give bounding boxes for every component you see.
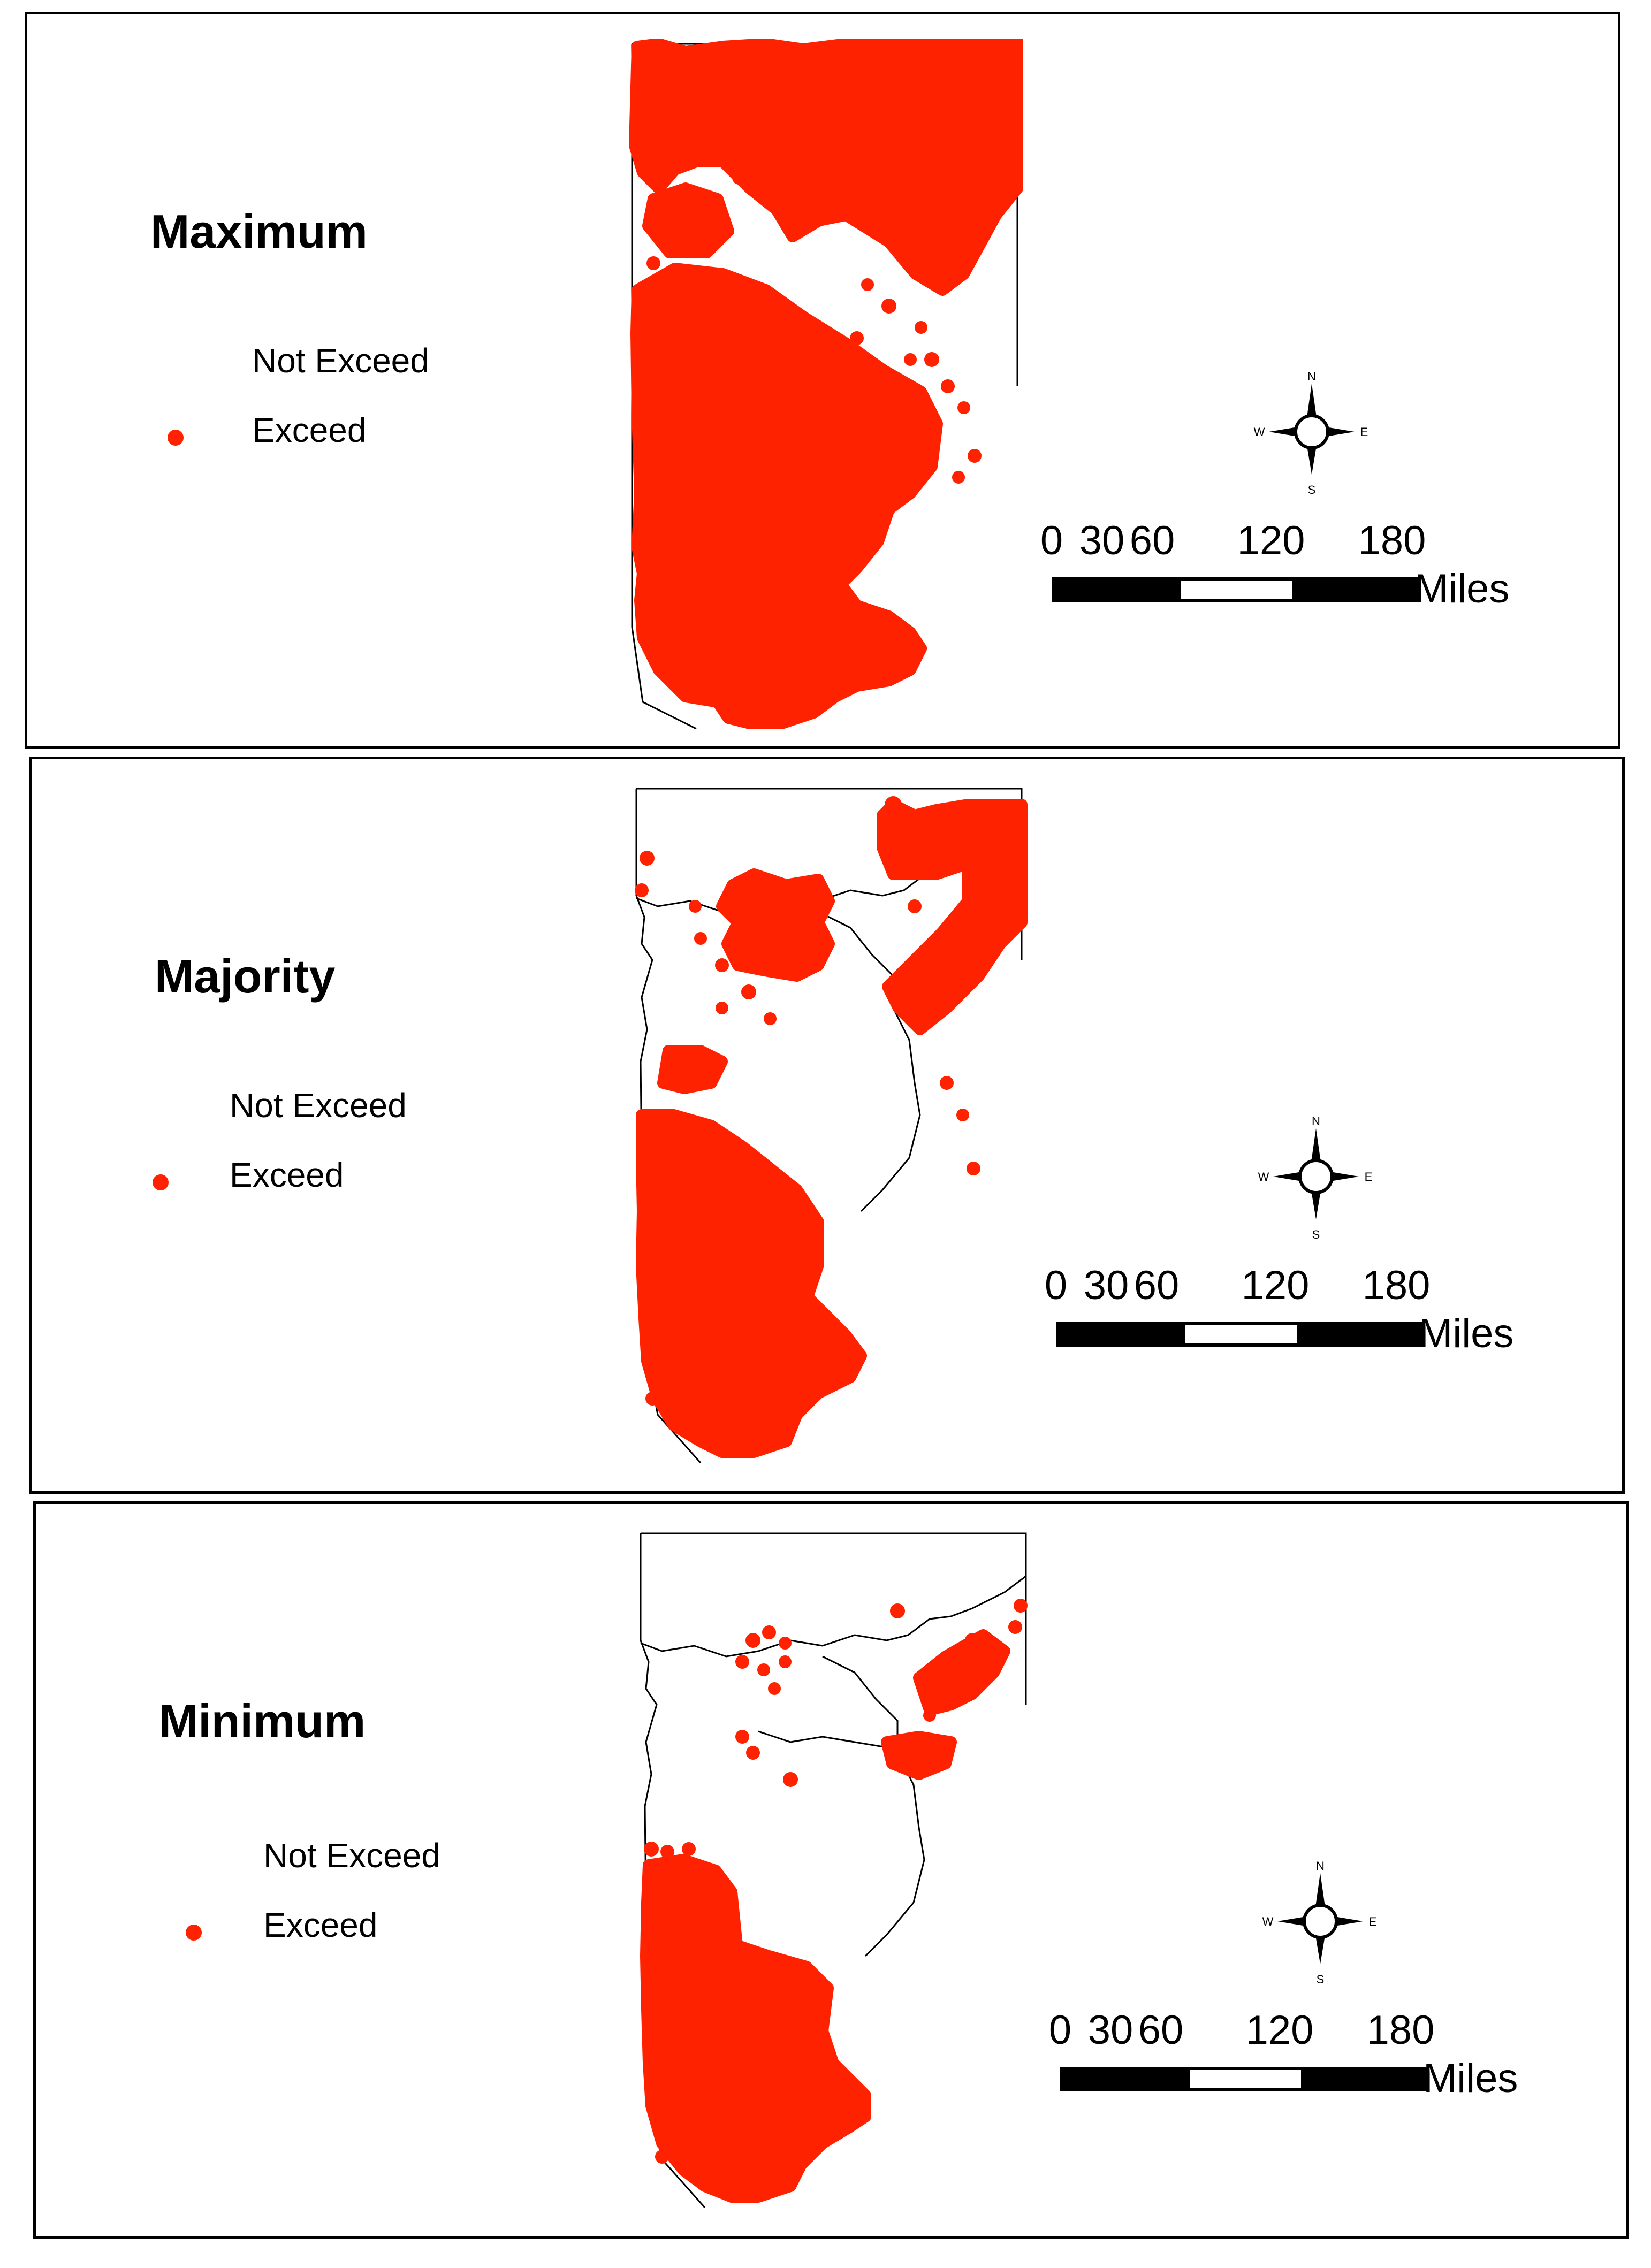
scale-tick: 0 xyxy=(1044,1263,1068,1308)
scale-bar: 0 30 60 120 180 Miles xyxy=(1038,1262,1622,1380)
exceed-points xyxy=(644,1599,1028,2164)
scale-bar: 0 30 60 120 180 Miles xyxy=(1033,517,1618,635)
compass-s: S xyxy=(1308,483,1316,496)
compass-e: E xyxy=(1369,1915,1377,1928)
legend-exceed-label: Exceed xyxy=(252,411,367,449)
river-line xyxy=(640,1575,1026,1658)
exceed-region xyxy=(636,799,1028,1458)
scale-tick: 30 xyxy=(1087,2007,1133,2053)
legend-exceed-label: Exceed xyxy=(263,1906,378,1944)
scale-tick: 0 xyxy=(1048,2007,1072,2053)
scale-bar-segment xyxy=(1060,2067,1186,2091)
scale-tick: 60 xyxy=(1138,2007,1184,2053)
scale-tick: 0 xyxy=(1040,518,1063,563)
legend-exceed-label: Exceed xyxy=(230,1156,344,1194)
scale-bar-segment xyxy=(1300,1322,1423,1347)
scale-tick: 180 xyxy=(1362,1263,1431,1308)
legend-not-exceed-label: Not Exceed xyxy=(263,1836,440,1875)
scale-tick: 30 xyxy=(1083,1263,1129,1308)
panel-title: Majority xyxy=(155,950,336,1003)
compass-n: N xyxy=(1312,1114,1320,1128)
compass-e: E xyxy=(1365,1170,1373,1183)
exceedance-map xyxy=(629,39,1023,730)
north-arrow-icon: N S E W xyxy=(1258,1114,1373,1241)
scale-bar-segment xyxy=(1186,2067,1304,2091)
compass-w: W xyxy=(1254,425,1265,439)
scale-bar-segment xyxy=(1178,577,1296,602)
exceed-region xyxy=(640,1629,1010,2203)
exceed-points xyxy=(635,796,980,1406)
compass-w: W xyxy=(1258,1170,1269,1183)
scale-bar-segment xyxy=(1052,577,1178,602)
map-panel-maximum: Maximum Not Exceed Exceed xyxy=(25,12,1620,749)
scale-tick: 180 xyxy=(1366,2007,1435,2053)
map-panel-minimum: Minimum Not Exceed Exceed xyxy=(33,1501,1629,2239)
scale-tick: 120 xyxy=(1237,518,1305,563)
scale-units: Miles xyxy=(1423,2056,1518,2101)
compass-w: W xyxy=(1262,1915,1274,1928)
legend-exceed-dot xyxy=(186,1925,202,1941)
scale-units: Miles xyxy=(1414,566,1510,612)
exceed-region xyxy=(629,39,1023,729)
panel-title: Maximum xyxy=(150,205,368,258)
river-line xyxy=(818,911,921,1212)
scale-bar-segment xyxy=(1296,577,1419,602)
panel-title: Minimum xyxy=(159,1694,366,1747)
exceedance-map xyxy=(640,1532,1028,2208)
river-line xyxy=(822,1655,925,1957)
scale-tick: 60 xyxy=(1129,518,1175,563)
scale-bar: 0 30 60 120 180 Miles xyxy=(1042,2007,1626,2125)
legend-exceed-dot xyxy=(168,430,184,446)
scale-bar-segment xyxy=(1056,1322,1182,1347)
scale-tick: 30 xyxy=(1079,518,1125,563)
north-arrow-icon: N S E W xyxy=(1254,370,1368,496)
legend-not-exceed-label: Not Exceed xyxy=(230,1086,407,1125)
scale-tick: 180 xyxy=(1358,518,1426,563)
legend-not-exceed-label: Not Exceed xyxy=(252,341,429,380)
scale-tick: 120 xyxy=(1241,1263,1310,1308)
scale-bar-segment xyxy=(1182,1322,1300,1347)
compass-n: N xyxy=(1307,370,1316,383)
legend-exceed-dot xyxy=(153,1174,169,1190)
compass-s: S xyxy=(1312,1228,1320,1241)
compass-s: S xyxy=(1317,1973,1325,1986)
scale-units: Miles xyxy=(1419,1311,1514,1356)
exceedance-map xyxy=(635,788,1028,1463)
exceed-points xyxy=(633,47,982,484)
scale-bar-segment xyxy=(1304,2067,1427,2091)
compass-n: N xyxy=(1316,1859,1325,1873)
map-panel-majority: Majority Not Exceed Exceed N xyxy=(29,757,1625,1494)
compass-e: E xyxy=(1360,425,1368,439)
scale-tick: 120 xyxy=(1245,2007,1314,2053)
scale-tick: 60 xyxy=(1133,1263,1180,1308)
north-arrow-icon: N S E W xyxy=(1262,1859,1377,1986)
